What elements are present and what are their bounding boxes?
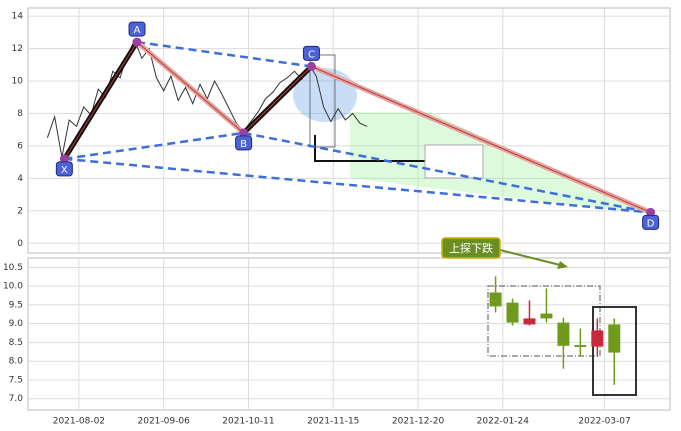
- y-tick-label: 8.0: [9, 357, 24, 367]
- y-tick-label: 0: [17, 239, 23, 249]
- point-label: C: [308, 49, 315, 60]
- annotation-arrow: [499, 249, 561, 266]
- pattern-leg-core: [63, 41, 138, 160]
- pattern-point: [59, 154, 69, 164]
- y-tick-label: 7.5: [9, 375, 23, 385]
- dashed-leg: [243, 131, 651, 214]
- x-tick-label: 2021-08-02: [53, 417, 105, 427]
- y-tick-label: 4: [17, 174, 23, 184]
- x-tick-label: 2021-10-11: [222, 417, 274, 427]
- point-label-box: [302, 45, 320, 61]
- x-tick-label: 2021-09-06: [138, 417, 191, 427]
- x-tick-label: 2021-12-20: [392, 417, 445, 427]
- x-tick-label: 2022-01-24: [477, 417, 530, 427]
- y-tick-label: 8.5: [9, 338, 23, 348]
- top-layer: 0 2 4 6 8 10 12 14 X A B C D: [12, 8, 670, 253]
- dashed-leg: [136, 40, 312, 68]
- point-label-box: [235, 135, 253, 151]
- point-label-box: [128, 21, 146, 37]
- y-tick-label: 12: [12, 44, 23, 54]
- pattern-point: [239, 128, 249, 138]
- pattern-point: [646, 207, 656, 217]
- inset-box: [424, 144, 484, 179]
- pattern-point: [132, 37, 142, 47]
- group-box: [487, 285, 601, 357]
- annotation: 上探下跌: [449, 241, 493, 255]
- pattern-point: [306, 61, 316, 71]
- y-tick-label: 10.0: [3, 282, 23, 292]
- x-tick-label: 2022-03-07: [578, 417, 630, 427]
- y-tick-label: 6: [17, 141, 23, 151]
- candle-body: [523, 318, 536, 325]
- y-tick-label: 14: [12, 12, 24, 22]
- pattern-leg-core: [243, 66, 312, 134]
- candle-body: [489, 292, 502, 307]
- candle-body: [574, 345, 587, 347]
- y-tick-label: 7.0: [9, 394, 24, 404]
- y-tick-label: 9.0: [9, 319, 24, 329]
- y-tick-label: 9.5: [9, 300, 23, 310]
- y-tick-label: 2: [17, 206, 23, 216]
- point-label: D: [647, 218, 655, 229]
- point-label: A: [134, 25, 141, 36]
- point-label: X: [61, 165, 68, 176]
- x-tick-label: 2021-11-15: [307, 417, 359, 427]
- pattern-leg-core: [311, 65, 651, 213]
- candle-body: [591, 330, 604, 347]
- pattern-leg-core: [136, 41, 244, 134]
- point-label-box: [55, 161, 73, 177]
- top-panel: [27, 7, 671, 254]
- annotation-arrowhead: [557, 261, 568, 269]
- y-tick-label: 10.5: [3, 263, 23, 273]
- point-label: B: [240, 139, 247, 150]
- highlight-zone: [350, 112, 647, 214]
- candle-body: [540, 313, 553, 319]
- dashed-leg: [64, 157, 651, 214]
- y-tick-label: 8: [17, 109, 23, 119]
- y-tick-label: 10: [12, 77, 24, 87]
- bottom-panel: [27, 257, 671, 411]
- zoom-box: [309, 54, 336, 148]
- bottom-layer: 7.0 7.5 8.0 8.5 9.0 9.5 10.0 10.5 2021-08-02 2021…: [3, 237, 670, 427]
- candle-body: [557, 322, 570, 346]
- candle-body: [608, 324, 621, 353]
- focus-box: [592, 306, 637, 396]
- candle-body: [506, 302, 519, 323]
- point-label-box: [642, 214, 660, 230]
- dashed-leg: [64, 131, 244, 161]
- annotation-box: [441, 237, 501, 259]
